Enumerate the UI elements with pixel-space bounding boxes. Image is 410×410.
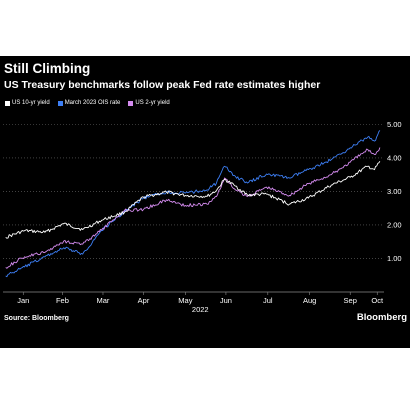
x-tick-label: Jul [263, 296, 273, 305]
x-tick-label: Apr [138, 296, 150, 305]
x-axis-year-label: 2022 [192, 305, 209, 314]
y-tick-label: 3.00 [387, 187, 402, 196]
chart-title: Still Climbing [4, 61, 91, 76]
x-tick-label: May [178, 296, 192, 305]
series-line-us-2yr [5, 147, 381, 269]
chart-subtitle: US Treasury benchmarks follow peak Fed r… [4, 79, 321, 91]
series-line-us-10yr [5, 161, 381, 239]
legend: US 10-yr yield March 2023 OIS rate US 2-… [5, 100, 170, 106]
x-tick-label: Mar [97, 296, 110, 305]
legend-swatch-ois [57, 100, 63, 106]
legend-item-10yr: US 10-yr yield [5, 100, 50, 106]
source-note: Source: Bloomberg [4, 315, 69, 322]
legend-item-ois: March 2023 OIS rate [57, 100, 121, 106]
y-tick-label: 1.00 [387, 254, 402, 263]
legend-label-ois: March 2023 OIS rate [64, 100, 121, 106]
x-tick-label: Feb [56, 296, 69, 305]
chart-card: Still Climbing US Treasury benchmarks fo… [0, 56, 410, 348]
legend-label-2yr: US 2-yr yield [135, 100, 170, 106]
series-line-march-2023-ois [5, 130, 381, 278]
bloomberg-logo: Bloomberg [356, 312, 407, 323]
y-tick-label: 4.00 [387, 153, 402, 162]
legend-swatch-10yr [5, 100, 10, 106]
x-tick-label: Sep [344, 296, 357, 305]
legend-swatch-2yr [128, 100, 134, 106]
y-tick-label: 5.00 [387, 120, 402, 129]
line-chart: 1.00 2.00 3.00 4.00 5.00 Jan Feb Mar Apr May Jun Ju… [3, 120, 402, 314]
legend-item-2yr: US 2-yr yield [128, 100, 170, 106]
legend-label-10yr: US 10-yr yield [12, 100, 50, 106]
x-tick-label: Oct [371, 296, 384, 305]
x-tick-label: Jan [17, 296, 29, 305]
x-tick-label: Jun [220, 296, 232, 305]
y-tick-label: 2.00 [387, 220, 402, 229]
x-tick-label: Aug [303, 296, 316, 305]
